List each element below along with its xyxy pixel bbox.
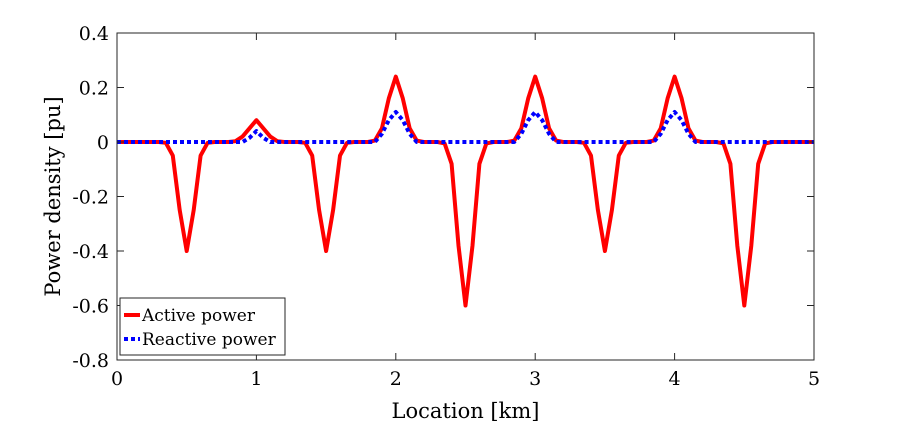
x-tick-label: 0 bbox=[111, 368, 123, 390]
x-axis-label: Location [km] bbox=[392, 399, 540, 423]
series-line-reactive-power bbox=[117, 110, 814, 144]
x-tick-label: 3 bbox=[529, 368, 541, 390]
legend-label: Active power bbox=[141, 306, 256, 326]
y-tick-label: -0.2 bbox=[72, 187, 109, 209]
y-tick-label: 0.2 bbox=[79, 78, 109, 100]
y-tick-label: -0.8 bbox=[72, 350, 109, 372]
tick-layer: 0 1 2 3 4 5 -0.8 -0.6 -0.4 -0.2 0 0.2 0.4 bbox=[72, 23, 820, 390]
y-tick-label: 0 bbox=[97, 132, 109, 154]
plot-frame bbox=[116, 32, 815, 361]
series-layer bbox=[117, 74, 814, 308]
x-tick-label: 2 bbox=[390, 368, 402, 390]
y-axis-label: Power density [pu] bbox=[41, 96, 65, 296]
x-tick-label: 5 bbox=[808, 368, 820, 390]
legend-label: Reactive power bbox=[142, 330, 277, 350]
y-tick-label: 0.4 bbox=[79, 23, 109, 45]
legend-box bbox=[119, 297, 286, 356]
legend: Active power Reactive power bbox=[119, 297, 286, 356]
y-tick-label: -0.6 bbox=[72, 296, 109, 318]
y-tick-label: -0.4 bbox=[72, 241, 109, 263]
x-tick-label: 1 bbox=[250, 368, 262, 390]
x-tick-label: 4 bbox=[669, 368, 681, 390]
series-line-active-power bbox=[117, 74, 814, 308]
